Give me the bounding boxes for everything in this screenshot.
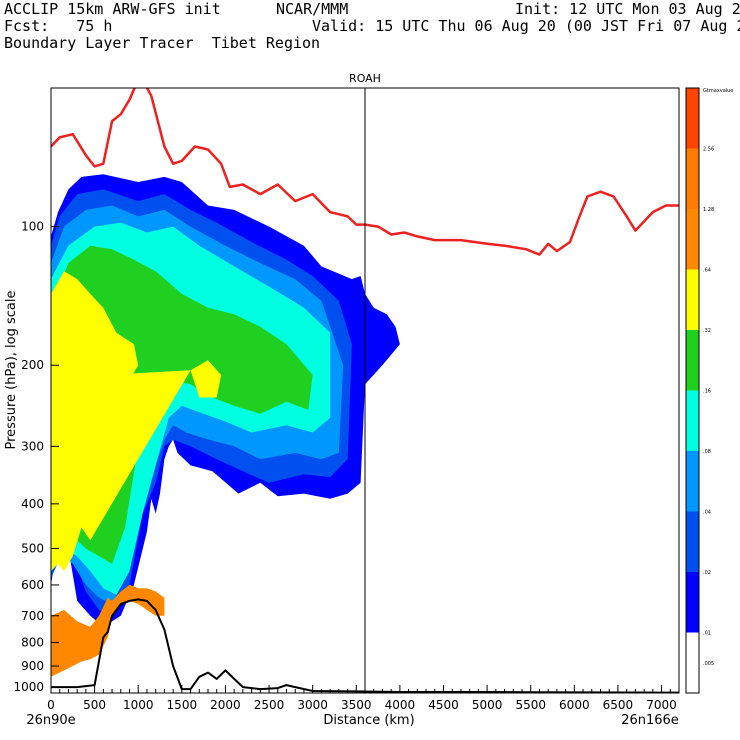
colorbar-label: .64 xyxy=(703,268,711,274)
x-axis: 0 500 1000 1500 2000 2500 3000 3500 4000 4500 5000… xyxy=(47,685,677,712)
colorbar-frame xyxy=(685,87,700,694)
colorbar-label: .16 xyxy=(703,389,711,395)
y-axis-label: Pressure (hPa), log scale xyxy=(4,291,19,450)
tracer-layer-5 xyxy=(51,271,222,572)
x-tick-label: 2500 xyxy=(254,698,285,712)
colorbar-segment xyxy=(686,390,699,451)
x-tick-label: 4500 xyxy=(428,698,459,712)
y-tick-label: 500 xyxy=(21,541,44,555)
colorbar-label: .32 xyxy=(703,328,711,334)
y-tick-label: 300 xyxy=(21,439,44,453)
colorbar-segment xyxy=(686,330,699,391)
x-tick-label: 5000 xyxy=(472,698,503,712)
y-tick-label: 100 xyxy=(21,220,44,234)
y-tick-label: 600 xyxy=(21,578,44,592)
colorbar-label: .08 xyxy=(703,449,711,455)
x-tick-label: 500 xyxy=(83,698,106,712)
tracer-layers xyxy=(51,174,400,677)
x-tick-label: 7000 xyxy=(646,698,677,712)
colorbar-label: Gtmaxvalue xyxy=(703,88,733,94)
series-lines xyxy=(51,88,679,693)
colorbar: .005 .01 .02 .04 .08 .16 .32 .64 1.28 2.56 Gtmaxva… xyxy=(685,87,733,694)
header-line1-left: ACCLIP 15km ARW-GFS init xyxy=(4,0,221,18)
x-tick-label: 3500 xyxy=(341,698,372,712)
y-tick-label: 1000 xyxy=(13,680,44,694)
header-line3-left: Boundary Layer Tracer Tibet Region xyxy=(4,34,321,52)
x-tick-label: 1000 xyxy=(123,698,154,712)
x-tick-label: 4000 xyxy=(385,698,416,712)
end-location-label: 26n166e xyxy=(621,713,679,728)
series-line-1 xyxy=(51,598,679,693)
colorbar-segment xyxy=(686,148,699,209)
x-tick-label: 0 xyxy=(47,698,55,712)
header-line1-right: Init: 12 UTC Mon 03 Aug 20 xyxy=(515,0,740,18)
x-tick-label: 5500 xyxy=(515,698,546,712)
colorbar-label: .01 xyxy=(703,631,711,637)
x-tick-label: 6500 xyxy=(603,698,634,712)
colorbar-segment xyxy=(686,209,699,270)
colorbar-segment xyxy=(686,88,699,149)
y-axis: 100 200 300 400 500 600 700 800 900 1000 xyxy=(13,220,59,694)
y-tick-label: 800 xyxy=(21,635,44,649)
y-tick-label: 200 xyxy=(21,358,44,372)
colorbar-segment xyxy=(686,269,699,330)
series-line-0 xyxy=(51,88,679,256)
x-tick-label: 1500 xyxy=(167,698,198,712)
header-line2-right: Valid: 15 UTC Thu 06 Aug 20 (00 JST Fri … xyxy=(312,17,740,35)
colorbar-label: .02 xyxy=(703,570,711,576)
x-tick-label: 2000 xyxy=(210,698,241,712)
x-axis-label: Distance (km) xyxy=(323,713,414,728)
y-tick-label: 900 xyxy=(21,659,44,673)
colorbar-label: .005 xyxy=(703,661,714,667)
colorbar-segment xyxy=(686,632,699,693)
colorbar-segment xyxy=(686,572,699,633)
y-tick-label: 700 xyxy=(21,609,44,623)
colorbar-label: .04 xyxy=(703,510,711,516)
y-tick-label: 400 xyxy=(21,497,44,511)
colorbar-segment xyxy=(686,451,699,512)
chart-title: ROAH xyxy=(349,72,381,85)
header-line2-left: Fcst: 75 h xyxy=(4,17,113,35)
start-location-label: 26n90e xyxy=(26,713,75,728)
x-tick-label: 3000 xyxy=(297,698,328,712)
colorbar-segment xyxy=(686,511,699,572)
header-line1-center: NCAR/MMM xyxy=(276,0,349,18)
x-tick-label: 6000 xyxy=(559,698,590,712)
colorbar-label: 1.28 xyxy=(703,207,714,213)
colorbar-label: 2.56 xyxy=(703,147,714,153)
